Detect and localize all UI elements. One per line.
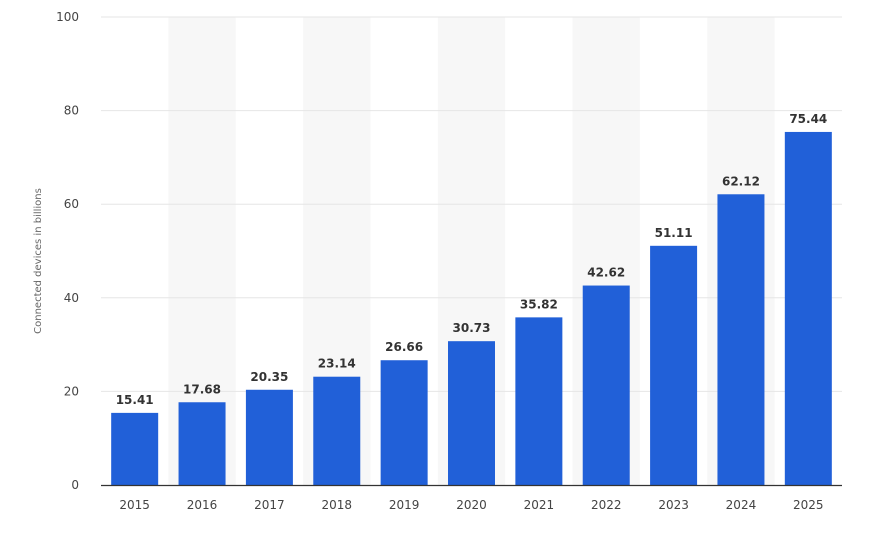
data-label-2015: 15.41 xyxy=(116,393,154,407)
bar-2023 xyxy=(650,245,698,485)
bar-2019 xyxy=(380,360,428,485)
bar-2017 xyxy=(245,389,293,485)
x-tick-label-2018: 2018 xyxy=(321,498,352,512)
data-label-2022: 42.62 xyxy=(587,266,625,280)
y-tick-label-20: 20 xyxy=(64,384,79,398)
data-label-2023: 51.11 xyxy=(655,226,693,240)
x-axis-ticks: 2015 2016 2017 2018 2019 2020 2021 2022 2023 2024… xyxy=(119,498,823,512)
data-label-2024: 62.12 xyxy=(722,174,760,188)
y-tick-label-40: 40 xyxy=(64,291,79,305)
data-label-2017: 20.35 xyxy=(250,370,288,384)
bar-2015 xyxy=(111,412,159,485)
x-tick-label-2019: 2019 xyxy=(389,498,420,512)
bar-2020 xyxy=(448,341,495,485)
x-tick-label-2016: 2016 xyxy=(187,498,218,512)
bar-2021 xyxy=(515,317,563,485)
bar-2016 xyxy=(178,402,226,485)
bar-2025 xyxy=(784,131,832,485)
data-label-2018: 23.14 xyxy=(318,357,356,371)
x-tick-label-2025: 2025 xyxy=(793,498,824,512)
y-tick-label-60: 60 xyxy=(64,197,79,211)
x-tick-label-2023: 2023 xyxy=(658,498,689,512)
data-label-2025: 75.44 xyxy=(789,112,827,126)
data-label-2020: 30.73 xyxy=(453,321,491,335)
y-axis-title: Connected devices in billions xyxy=(33,188,44,334)
y-tick-label-100: 100 xyxy=(56,10,79,24)
bar-2024 xyxy=(717,194,765,486)
x-tick-label-2020: 2020 xyxy=(456,498,487,512)
x-tick-label-2015: 2015 xyxy=(119,498,150,512)
data-label-2016: 17.68 xyxy=(183,382,221,396)
x-tick-label-2017: 2017 xyxy=(254,498,285,512)
data-labels: 15.41 17.68 20.35 23.14 26.66 30.73 35.82 42.62… xyxy=(116,112,828,407)
x-tick-label-2021: 2021 xyxy=(524,498,555,512)
data-label-2021: 35.82 xyxy=(520,297,558,311)
y-tick-label-0: 0 xyxy=(71,478,79,492)
bar-2022 xyxy=(582,285,630,485)
y-axis-ticks: 0 20 40 60 80 100 xyxy=(56,10,79,492)
x-tick-label-2022: 2022 xyxy=(591,498,622,512)
y-tick-label-80: 80 xyxy=(64,104,79,118)
data-label-2019: 26.66 xyxy=(385,340,423,354)
x-tick-label-2024: 2024 xyxy=(726,498,757,512)
bars xyxy=(111,131,832,486)
bar-2018 xyxy=(313,376,361,485)
